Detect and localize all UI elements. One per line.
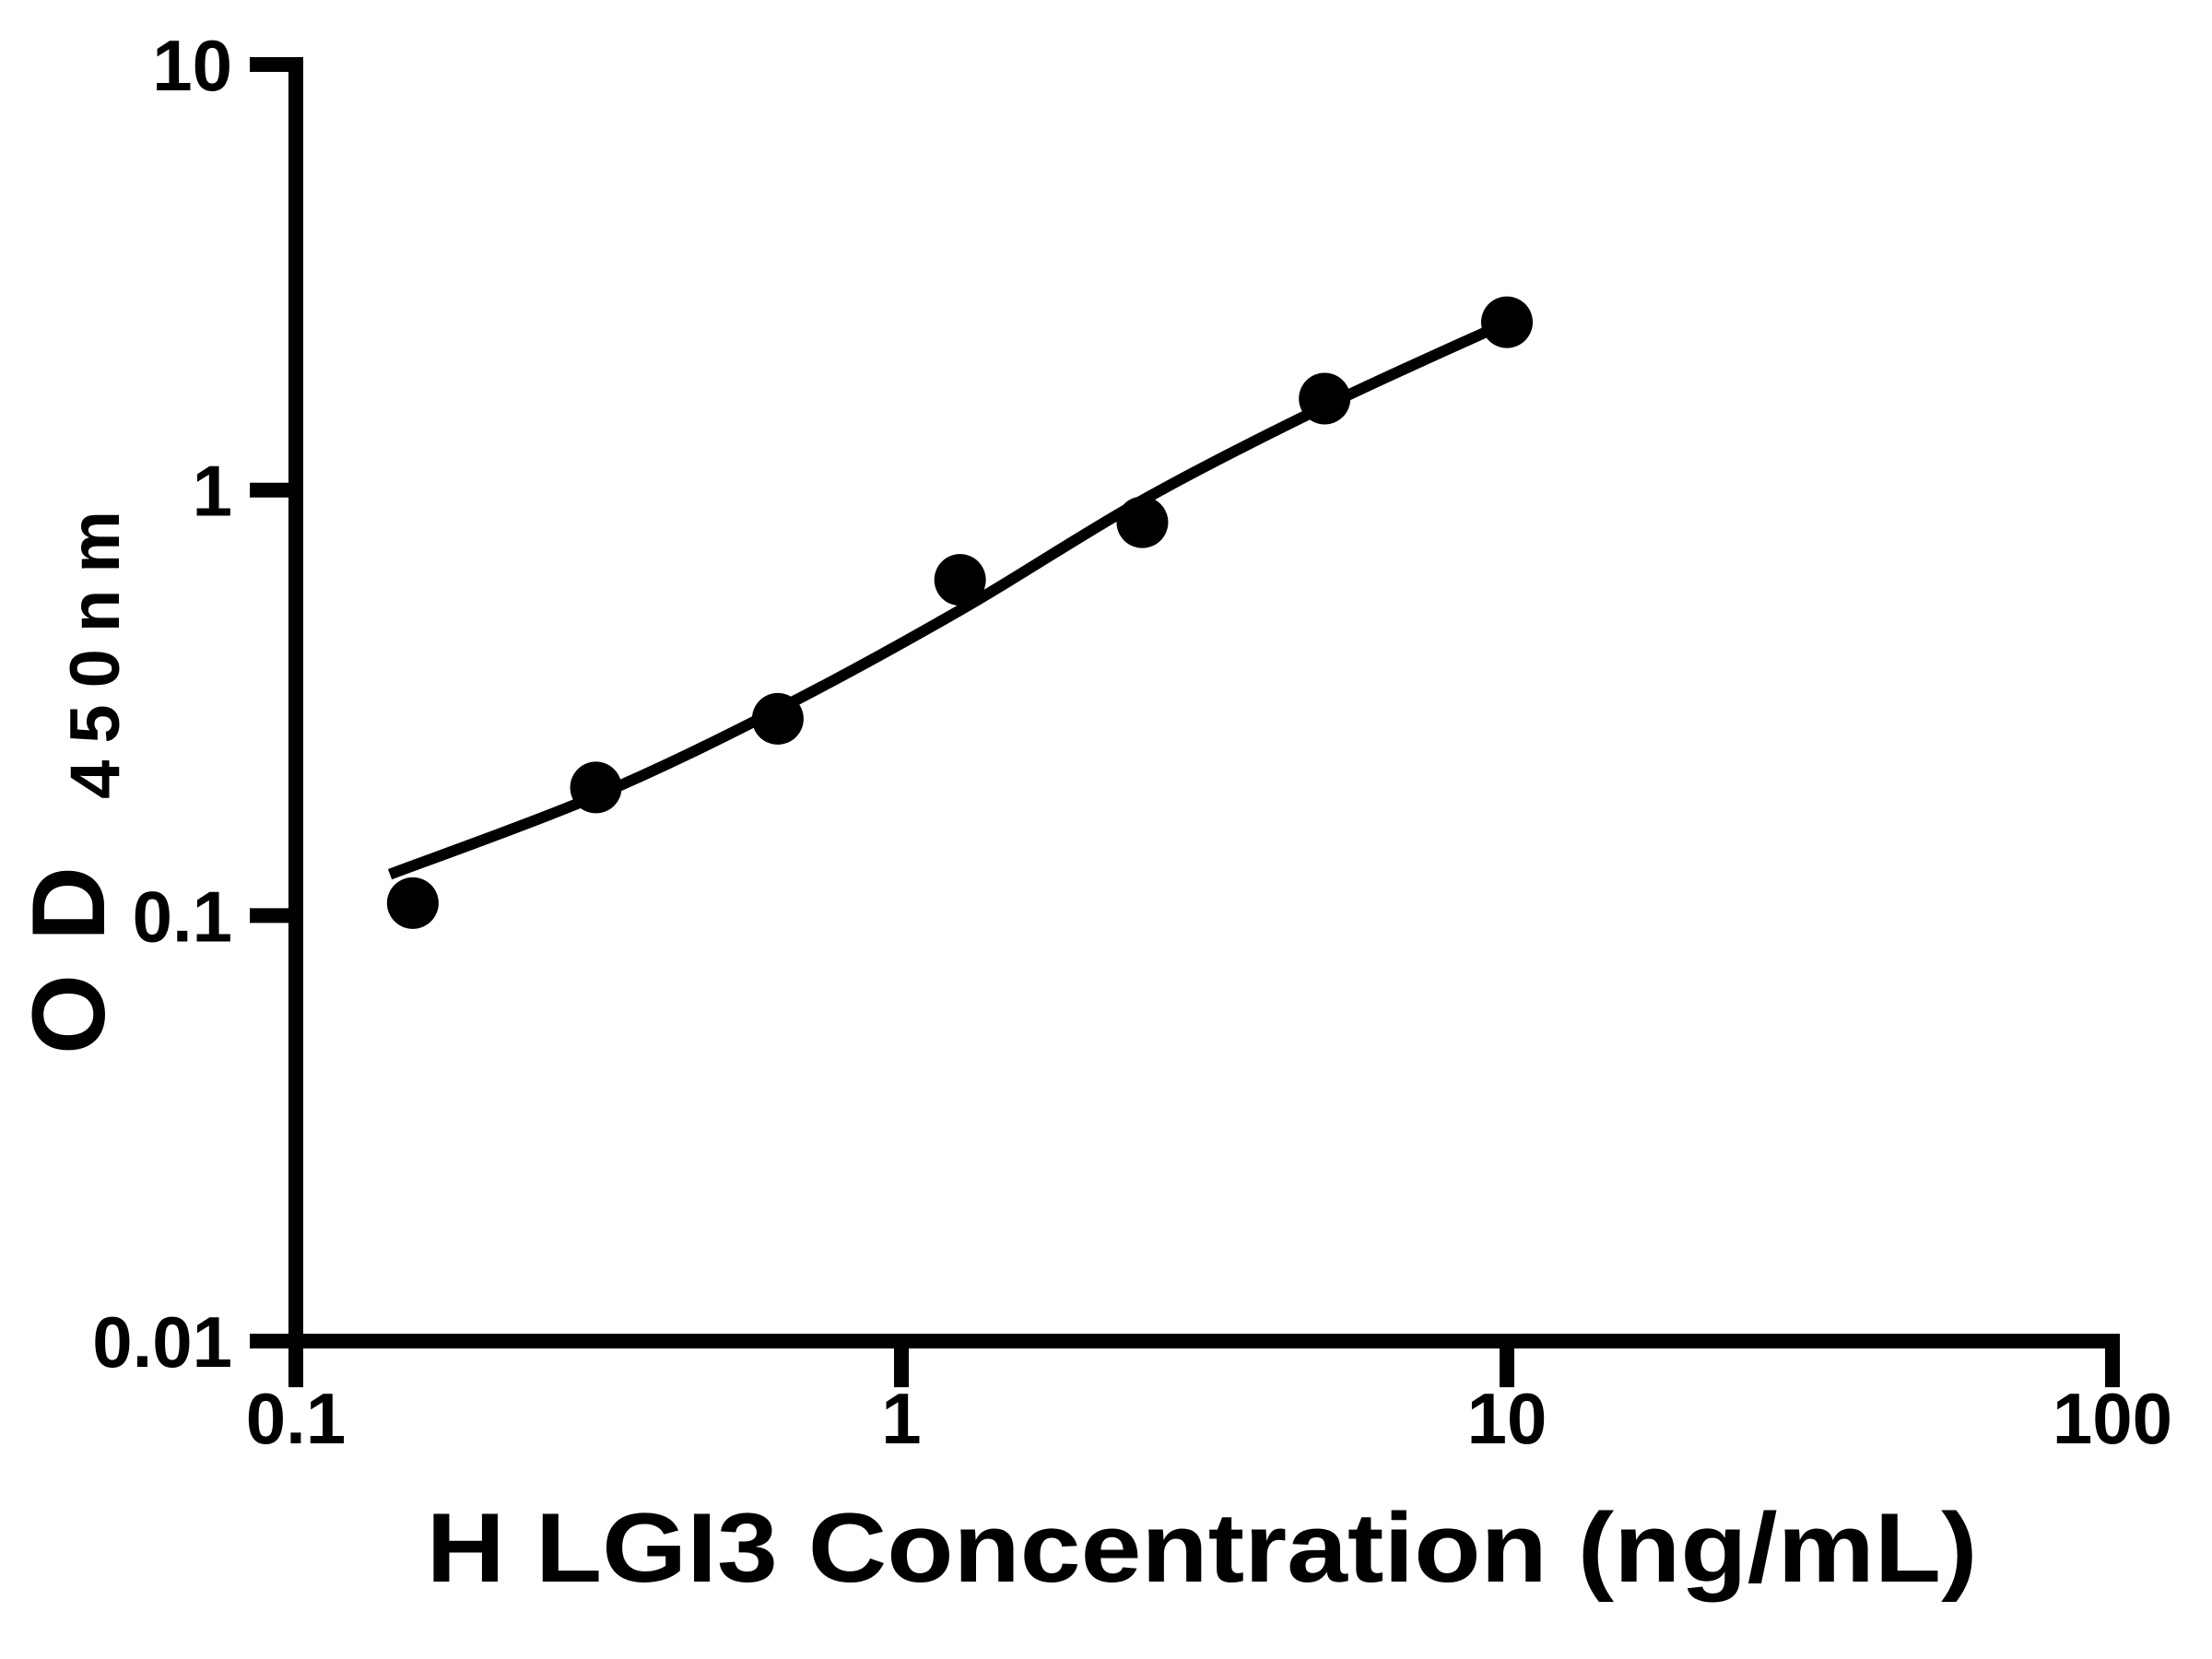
x-tick-label: 10 xyxy=(1467,1378,1547,1459)
title-layer: H LGI3 Concentration (ng/mL) OD 450nm xyxy=(11,494,1978,1603)
x-axis-title: H LGI3 Concentration (ng/mL) xyxy=(427,1492,1978,1603)
y-tick-label: 0.01 xyxy=(92,1301,232,1382)
data-point xyxy=(386,877,439,929)
data-point xyxy=(1116,496,1169,548)
y-tick-label: 10 xyxy=(152,25,232,106)
y-tick-label: 1 xyxy=(193,451,232,532)
y-axis-title-subscript: 450nm xyxy=(56,494,135,799)
data-point xyxy=(751,692,804,745)
x-tick-label: 0.1 xyxy=(246,1378,346,1459)
data-layer xyxy=(386,296,1533,929)
y-axis-title-main: OD xyxy=(11,833,126,1054)
data-point xyxy=(570,761,622,814)
x-tick-label: 100 xyxy=(2053,1378,2172,1459)
data-point xyxy=(1299,372,1351,425)
x-tick-label: 1 xyxy=(881,1378,921,1459)
y-tick-label: 0.1 xyxy=(133,876,232,957)
data-point xyxy=(1481,296,1533,348)
data-point xyxy=(934,554,986,606)
y-axis-title: OD 450nm xyxy=(11,494,135,1054)
